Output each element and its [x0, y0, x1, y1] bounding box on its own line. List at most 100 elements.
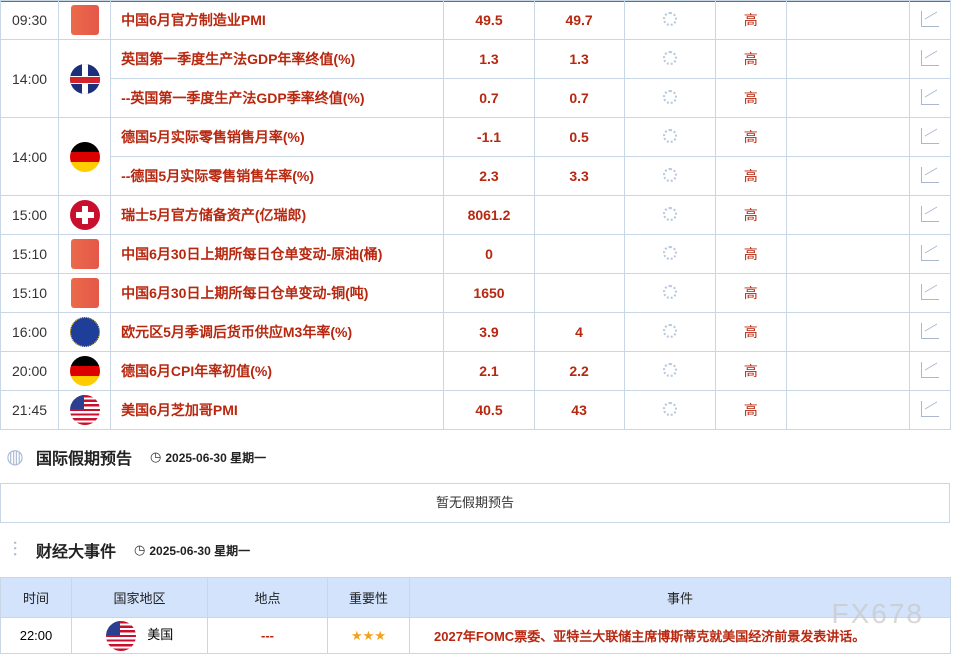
holiday-date: 2025-06-30 星期一	[165, 450, 267, 465]
col-time: 时间	[0, 577, 72, 618]
indicator-name[interactable]: 英国第一季度生产法GDP年率终值(%)	[110, 39, 445, 79]
chart-link[interactable]	[908, 312, 952, 352]
chart-link[interactable]	[908, 273, 952, 313]
chart-link[interactable]	[908, 117, 952, 157]
cn-flag-icon	[70, 239, 99, 269]
chart-icon[interactable]	[920, 166, 939, 183]
forecast-value: 0.5	[533, 117, 625, 157]
event-time: 14:00	[0, 39, 60, 118]
chart-link[interactable]	[908, 0, 952, 40]
event-place: ---	[207, 617, 328, 654]
actual-value-pending	[623, 78, 716, 118]
impact-cell	[785, 156, 910, 196]
loading-spinner-icon	[662, 401, 677, 416]
chart-link[interactable]	[908, 390, 952, 430]
importance: 高	[714, 351, 787, 391]
country-flag	[58, 390, 112, 430]
previous-value: 1650	[443, 273, 535, 313]
event-time: 15:00	[0, 195, 60, 235]
indicator-name[interactable]: 德国6月CPI年率初值(%)	[110, 351, 445, 391]
indicator-name[interactable]: 美国6月芝加哥PMI	[110, 390, 445, 430]
indicator-name[interactable]: 德国5月实际零售销售月率(%)	[110, 117, 445, 157]
country-flag	[58, 117, 112, 196]
holiday-section-header: ◍ 国际假期预告 ◷ 2025-06-30 星期一	[0, 442, 266, 472]
economic-calendar-table: 09:30 中国6月官方制造业PMI 49.5 49.7 高 14:00 英国第一季…	[0, 0, 951, 430]
event-time: 09:30	[0, 0, 60, 40]
loading-spinner-icon	[662, 89, 677, 104]
event-time: 14:00	[0, 117, 60, 196]
impact-cell	[785, 195, 910, 235]
event-time: 22:00	[0, 617, 72, 654]
calendar-row: 15:10 中国6月30日上期所每日仓单变动-原油(桶) 0 高	[0, 234, 952, 274]
previous-value: 1.3	[443, 39, 535, 79]
col-place: 地点	[207, 577, 328, 618]
loading-spinner-icon	[662, 323, 677, 338]
event-row: 22:00 美国 --- ★★★ 2027年FOMC票委、亚特兰大联储主席博斯蒂…	[0, 617, 951, 654]
chart-link[interactable]	[908, 351, 952, 391]
importance: 高	[714, 234, 787, 274]
calendar-row: --英国第一季度生产法GDP季率终值(%) 0.7 0.7 高	[1, 78, 952, 118]
loading-spinner-icon	[662, 245, 677, 260]
previous-value: 40.5	[443, 390, 535, 430]
chart-icon[interactable]	[920, 400, 939, 417]
impact-cell	[785, 312, 910, 352]
event-country: 美国	[71, 617, 208, 654]
chart-icon[interactable]	[920, 244, 939, 261]
previous-value: 0	[443, 234, 535, 274]
chart-icon[interactable]	[920, 127, 939, 144]
indicator-name[interactable]: 中国6月30日上期所每日仓单变动-铜(吨)	[110, 273, 445, 313]
chart-icon[interactable]	[920, 49, 939, 66]
indicator-name[interactable]: --英国第一季度生产法GDP季率终值(%)	[110, 78, 445, 118]
calendar-row: 21:45 美国6月芝加哥PMI 40.5 43 高	[0, 390, 952, 430]
chart-icon[interactable]	[920, 10, 939, 27]
indicator-name[interactable]: 欧元区5月季调后货币供应M3年率(%)	[110, 312, 445, 352]
event-time: 16:00	[0, 312, 60, 352]
importance: 高	[714, 156, 787, 196]
calendar-row: 14:00 德国5月实际零售销售月率(%) -1.1 0.5 高	[0, 117, 952, 196]
calendar-row: 20:00 德国6月CPI年率初值(%) 2.1 2.2 高	[0, 351, 952, 391]
impact-cell	[785, 390, 910, 430]
loading-spinner-icon	[662, 50, 677, 65]
chart-link[interactable]	[908, 195, 952, 235]
previous-value: 49.5	[443, 0, 535, 40]
forecast-value	[533, 234, 625, 274]
chart-link[interactable]	[908, 39, 952, 79]
sliders-icon: ⫶	[12, 539, 18, 561]
watermark-logo: FX678	[831, 598, 924, 629]
loading-spinner-icon	[662, 128, 677, 143]
indicator-name[interactable]: 中国6月30日上期所每日仓单变动-原油(桶)	[110, 234, 445, 274]
indicator-name[interactable]: 中国6月官方制造业PMI	[110, 0, 445, 40]
indicator-name[interactable]: 瑞士5月官方储备资产(亿瑞郎)	[110, 195, 445, 235]
chart-icon[interactable]	[920, 322, 939, 339]
eu-flag-icon	[69, 317, 100, 347]
importance: 高	[714, 195, 787, 235]
actual-value-pending	[623, 156, 716, 196]
loading-spinner-icon	[662, 11, 677, 26]
calendar-row: 14:00 英国第一季度生产法GDP年率终值(%) 1.3 1.3 高	[0, 39, 952, 118]
de-flag-icon	[69, 141, 100, 172]
chart-icon[interactable]	[920, 205, 939, 222]
chart-link[interactable]	[908, 78, 952, 118]
country-flag	[58, 312, 112, 352]
impact-cell	[785, 351, 910, 391]
country-flag	[58, 39, 112, 118]
previous-value: 2.3	[443, 156, 535, 196]
chart-link[interactable]	[908, 156, 952, 196]
actual-value-pending	[623, 390, 716, 430]
forecast-value	[533, 273, 625, 313]
chart-icon[interactable]	[920, 361, 939, 378]
actual-value-pending	[623, 0, 716, 40]
event-time: 21:45	[0, 390, 60, 430]
chart-link[interactable]	[908, 234, 952, 274]
loading-spinner-icon	[662, 362, 677, 377]
forecast-value: 4	[533, 312, 625, 352]
star-rating-icon: ★★★	[327, 617, 410, 654]
actual-value-pending	[623, 273, 716, 313]
calendar-row: 15:00 瑞士5月官方储备资产(亿瑞郎) 8061.2 高	[0, 195, 952, 235]
col-country: 国家地区	[71, 577, 208, 618]
calendar-row: 15:10 中国6月30日上期所每日仓单变动-铜(吨) 1650 高	[0, 273, 952, 313]
chart-icon[interactable]	[920, 283, 939, 300]
indicator-name[interactable]: --德国5月实际零售销售年率(%)	[110, 156, 445, 196]
chart-icon[interactable]	[920, 88, 939, 105]
clock-icon: ◷	[134, 542, 146, 557]
